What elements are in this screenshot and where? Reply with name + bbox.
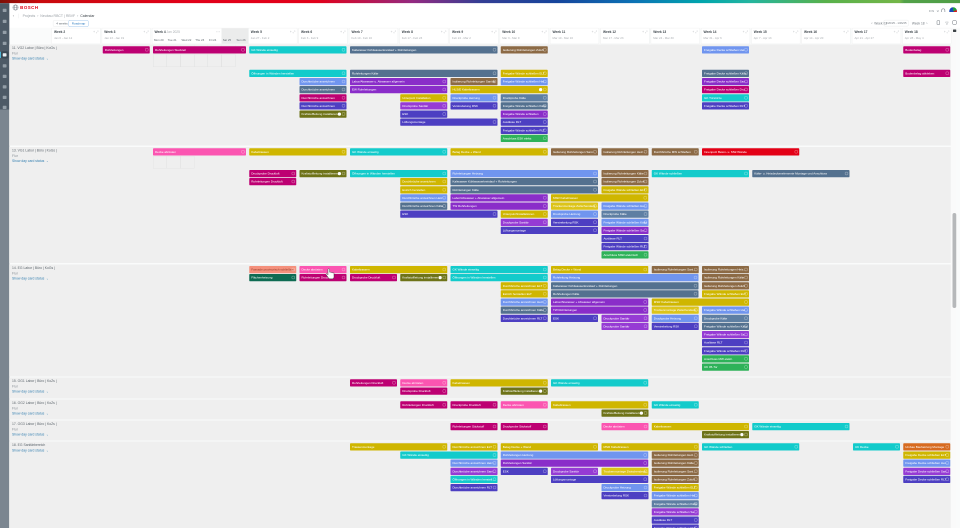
svg-text:BOSCH: BOSCH bbox=[20, 5, 38, 10]
